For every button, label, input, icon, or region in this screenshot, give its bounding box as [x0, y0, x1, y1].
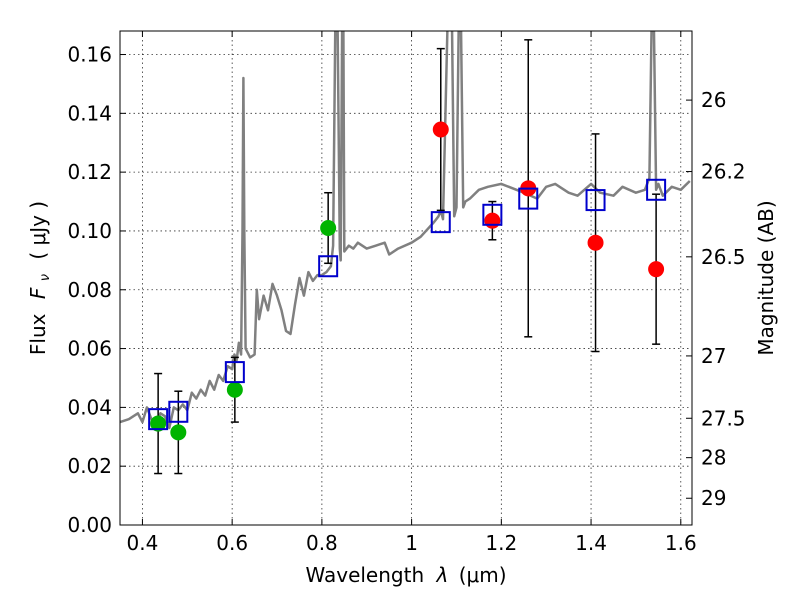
model-synthetic-square — [430, 211, 451, 234]
y-axis-label-subscript: ν — [38, 274, 53, 281]
x-tick-label: 1.4 — [575, 531, 607, 555]
x-tick-label: 0.6 — [216, 531, 248, 555]
y-tick-label: 0.00 — [67, 513, 112, 537]
y2-tick-label: 26.5 — [701, 245, 746, 269]
y-axis-label-text: Flux — [26, 313, 50, 355]
model-synthetic-square — [318, 255, 339, 278]
y-tick-label: 0.04 — [67, 395, 112, 419]
y2-tick-label: 26.2 — [701, 160, 746, 184]
observed-green-point — [226, 381, 243, 398]
y2-tick-label: 29 — [701, 486, 726, 510]
y-axis-label: Flux F ν ( μJy ) — [26, 201, 54, 355]
y2-tick-label: 27 — [701, 344, 726, 368]
y2-tick-label: 26 — [701, 88, 726, 112]
y2-tick-label: 28 — [701, 446, 726, 470]
model-synthetic-square — [148, 408, 169, 431]
model-synthetic-square — [224, 361, 245, 384]
x-axis-label: Wavelength λ (μm) — [305, 563, 506, 587]
observed-green-point — [320, 220, 337, 237]
observed-green-point — [170, 424, 187, 441]
x-tick-label: 1.6 — [665, 531, 697, 555]
x-axis-label-symbol: λ — [436, 563, 449, 587]
observed-red-point — [648, 261, 665, 278]
model-synthetic-square — [482, 203, 503, 226]
y-tick-label: 0.06 — [67, 337, 112, 361]
y-tick-label: 0.16 — [67, 43, 112, 67]
model-synthetic-square — [646, 178, 667, 201]
y2-tick-label: 27.5 — [701, 406, 746, 430]
y-tick-label: 0.08 — [67, 278, 112, 302]
y-tick-label: 0.10 — [67, 219, 112, 243]
x-tick-label: 1 — [405, 531, 418, 555]
y-axis-label-unit: ( μJy ) — [26, 201, 50, 260]
model-synthetic-square — [585, 189, 606, 212]
observed-red-point — [432, 121, 449, 138]
model-synthetic-square — [518, 187, 539, 210]
axis-ticks: 0.4 0.6 0.8 1 1.2 1.4 1.6 0.00 0.02 0.04 0.06 0.08 0… — [67, 31, 746, 555]
observed-red-point — [587, 234, 604, 251]
model-spectrum-line — [120, 31, 691, 430]
plot-frame — [119, 30, 693, 526]
y-tick-label: 0.12 — [67, 160, 112, 184]
x-axis-label-text: Wavelength — [305, 563, 424, 587]
y-tick-label: 0.14 — [67, 101, 112, 125]
y-tick-label: 0.02 — [67, 454, 112, 478]
x-tick-label: 1.2 — [485, 531, 517, 555]
model-spectrum-layer — [120, 31, 691, 430]
x-tick-label: 0.4 — [127, 531, 159, 555]
y2-axis-label: Magnitude (AB) — [754, 200, 778, 355]
x-tick-label: 0.8 — [306, 531, 338, 555]
y-axis-label-symbol: F — [26, 287, 50, 299]
grid — [120, 31, 692, 526]
x-axis-label-unit: (μm) — [459, 563, 507, 587]
model-synthetic-square — [168, 400, 189, 423]
observed-red-point — [484, 212, 501, 229]
data-marks — [148, 39, 667, 475]
observed-green-point — [150, 415, 167, 432]
